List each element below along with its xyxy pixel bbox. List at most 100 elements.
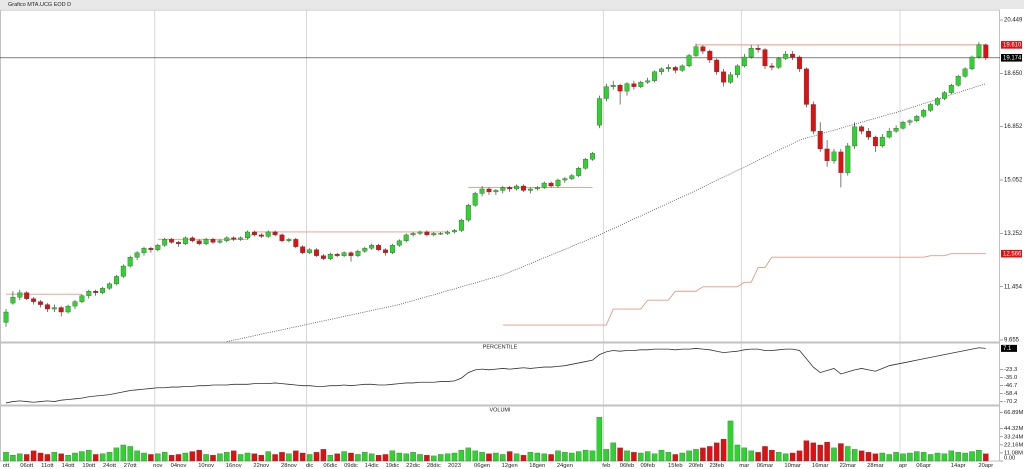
volume-bar bbox=[72, 452, 78, 462]
candle-body bbox=[196, 240, 202, 244]
x-tick-label: 06ott bbox=[20, 463, 33, 469]
volume-bar bbox=[810, 442, 817, 462]
y-tick-label: 33.24M bbox=[1004, 434, 1024, 440]
volume-bar bbox=[3, 452, 9, 462]
percentile-panel bbox=[0, 342, 1000, 406]
volume-bar bbox=[644, 451, 651, 462]
volume-bar bbox=[720, 439, 727, 462]
volume-bar bbox=[541, 453, 547, 462]
candle-body bbox=[810, 104, 816, 132]
volume-bar bbox=[299, 452, 306, 462]
candle-body bbox=[866, 130, 871, 138]
chart-title: Grafico MTA.UCG EOD D bbox=[8, 2, 71, 8]
volume-bar bbox=[520, 455, 527, 462]
volume-bar bbox=[679, 452, 685, 462]
candle-body bbox=[238, 237, 244, 240]
x-tick-label: 19dic bbox=[385, 463, 399, 469]
candle-body bbox=[210, 239, 216, 243]
percentile-line bbox=[5, 347, 986, 404]
volume-bar bbox=[638, 452, 644, 462]
volume-bar bbox=[858, 450, 865, 462]
candle-body bbox=[410, 233, 416, 236]
volume-bar bbox=[368, 453, 375, 462]
volume-bar bbox=[686, 450, 692, 462]
volume-bar bbox=[348, 452, 354, 462]
x-tick-label: 10mar bbox=[784, 463, 801, 469]
candle-body bbox=[783, 53, 789, 59]
candle-body bbox=[921, 110, 927, 117]
volume-bar bbox=[265, 451, 271, 462]
candle-body bbox=[141, 248, 147, 253]
volume-bar bbox=[472, 450, 478, 462]
volume-bar bbox=[375, 455, 382, 462]
candle-body bbox=[762, 49, 768, 67]
volume-bar bbox=[824, 441, 830, 462]
candle-body bbox=[590, 153, 595, 160]
volume-bar bbox=[700, 447, 706, 462]
volume-bar bbox=[44, 454, 51, 462]
candle-body bbox=[86, 291, 92, 296]
volume-bar bbox=[817, 444, 823, 462]
candle-body bbox=[714, 59, 720, 72]
volume-bar bbox=[796, 450, 803, 462]
candle-body bbox=[438, 233, 444, 235]
candle-body bbox=[928, 104, 934, 111]
candle-body bbox=[886, 130, 892, 138]
volume-bar bbox=[258, 455, 265, 462]
volume-bar bbox=[914, 451, 920, 462]
volume-bar bbox=[927, 454, 934, 462]
x-tick-label: 14apr bbox=[951, 463, 966, 469]
volume-bar bbox=[141, 452, 147, 462]
candle-body bbox=[176, 242, 181, 244]
candle-body bbox=[638, 82, 644, 87]
x-tick-label: 20feb bbox=[689, 463, 704, 469]
volume-bar bbox=[548, 454, 554, 462]
volume-bar bbox=[934, 452, 941, 462]
x-tick-label: feb bbox=[602, 463, 610, 469]
volume-bar bbox=[444, 453, 451, 462]
candle-body bbox=[776, 58, 782, 68]
x-tick-label: 06feb bbox=[620, 463, 635, 469]
volume-bar bbox=[555, 450, 561, 462]
candle-body bbox=[272, 231, 278, 236]
y-tick-label: -23.3 bbox=[1004, 367, 1017, 373]
x-tick-label: 22dic bbox=[406, 463, 420, 469]
volume-bar bbox=[838, 443, 844, 462]
y-tick-label: 66.89M bbox=[1004, 410, 1024, 416]
candle-body bbox=[376, 245, 382, 250]
overlay-line bbox=[6, 44, 986, 295]
volume-bar bbox=[10, 455, 16, 462]
candle-body bbox=[320, 255, 326, 259]
y-tick-label: 11.08M bbox=[1004, 450, 1023, 456]
candle-body bbox=[948, 85, 954, 93]
candle-body bbox=[734, 65, 740, 75]
volume-bar bbox=[907, 452, 913, 462]
candle-body bbox=[955, 76, 961, 86]
volume-bar bbox=[196, 449, 202, 462]
volume-bar bbox=[562, 452, 568, 462]
candle-body bbox=[583, 159, 589, 169]
volume-bar bbox=[493, 452, 499, 462]
candle-body bbox=[548, 182, 554, 187]
volume-bar bbox=[106, 452, 113, 462]
candle-body bbox=[445, 231, 451, 234]
candle-body bbox=[962, 68, 968, 77]
volume-bar bbox=[762, 446, 768, 462]
volume-bar bbox=[651, 453, 658, 462]
volume-bar bbox=[251, 453, 258, 462]
volume-bar bbox=[465, 447, 472, 462]
x-tick-label: 20apr bbox=[978, 463, 993, 469]
candle-body bbox=[617, 85, 623, 92]
candle-body bbox=[169, 239, 175, 243]
volume-bar bbox=[769, 449, 775, 462]
percentile-title: PERCENTILE bbox=[483, 344, 518, 350]
volume-bar bbox=[437, 454, 444, 462]
candle-body bbox=[541, 182, 547, 188]
volume-bar bbox=[534, 452, 541, 462]
candle-body bbox=[659, 68, 664, 72]
volume-bar bbox=[237, 454, 244, 462]
candle-body bbox=[465, 205, 471, 221]
volume-bar bbox=[506, 451, 513, 462]
candle-body bbox=[872, 136, 878, 147]
volume-bar bbox=[341, 451, 347, 462]
